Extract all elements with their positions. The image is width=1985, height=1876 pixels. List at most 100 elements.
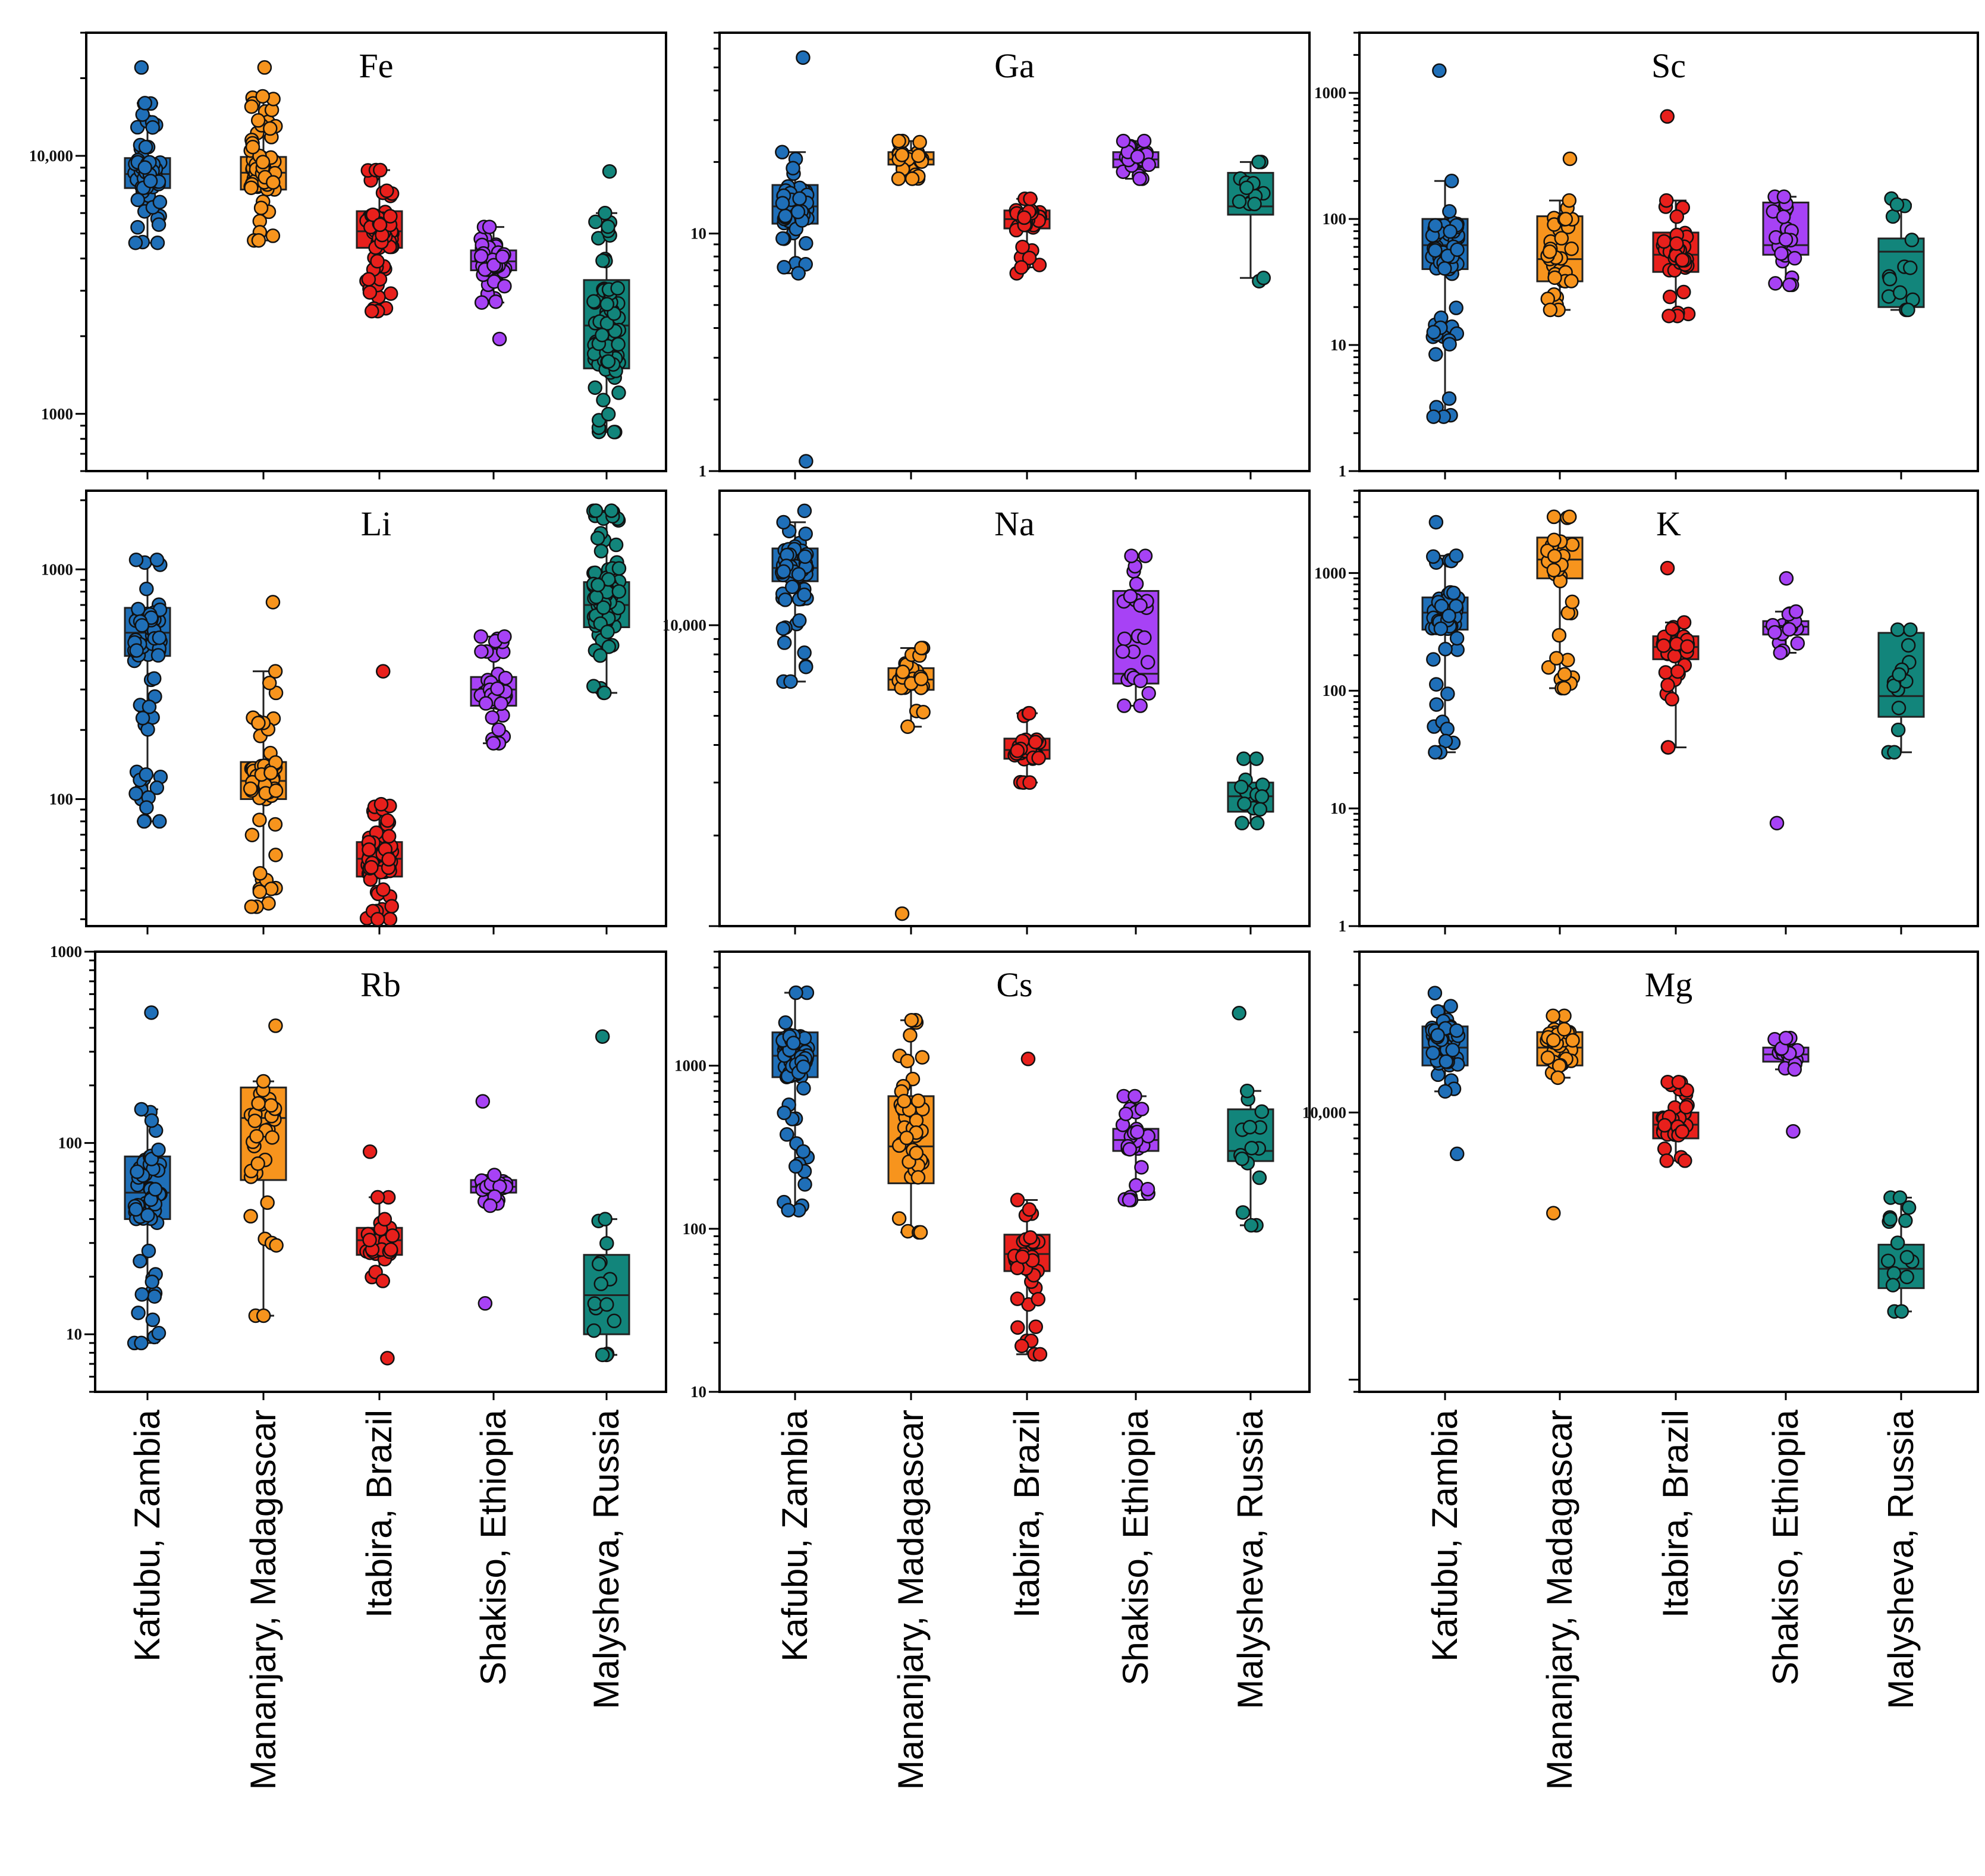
data-point [798, 526, 813, 541]
data-point [1442, 337, 1457, 352]
category-label: Itabira, Brazil [1007, 1410, 1047, 1618]
box-itabira [1003, 705, 1051, 790]
panel-fe: 1000 10,000 Fe [29, 32, 667, 479]
category-label: Itabira, Brazil [1656, 1410, 1695, 1618]
data-point [384, 899, 399, 914]
panel-title: Sc [1651, 46, 1686, 85]
data-point [1020, 1052, 1036, 1066]
data-point [1562, 193, 1577, 208]
data-point [1441, 608, 1456, 623]
data-point [244, 180, 259, 195]
data-point [362, 842, 376, 857]
panel-mg: 10,000 Mg [1302, 950, 1979, 1400]
data-point [260, 1195, 275, 1210]
data-point [1249, 815, 1265, 831]
data-point [137, 96, 153, 111]
data-point [491, 722, 506, 737]
data-point [1122, 1193, 1137, 1207]
data-point [152, 814, 167, 829]
data-point [1428, 347, 1443, 362]
data-point [595, 253, 610, 268]
box-malysheva [1227, 155, 1274, 288]
data-point [1449, 548, 1463, 563]
data-point [779, 1127, 794, 1142]
data-point [1680, 639, 1695, 654]
data-point [586, 679, 601, 694]
data-point [1880, 1253, 1896, 1269]
data-point [1678, 1153, 1692, 1168]
data-point [130, 219, 145, 235]
data-point [146, 671, 162, 686]
data-point [1428, 243, 1443, 258]
data-point [1768, 276, 1783, 291]
data-point [799, 236, 814, 251]
data-point [490, 681, 505, 697]
data-point [1547, 548, 1562, 564]
data-point [147, 1289, 162, 1304]
panel-title: Na [994, 504, 1035, 543]
data-point [894, 906, 910, 921]
data-point [778, 592, 793, 607]
data-point [1782, 277, 1797, 293]
data-point [611, 561, 627, 576]
data-point [1244, 1140, 1260, 1156]
data-point [475, 1094, 491, 1109]
data-point [1438, 642, 1453, 657]
box-mananjary [887, 1012, 935, 1240]
data-point [913, 672, 929, 686]
data-point [1546, 1033, 1561, 1048]
data-point [1660, 677, 1675, 693]
data-point [1892, 285, 1908, 300]
data-point [1786, 1124, 1801, 1139]
data-point [1133, 673, 1148, 688]
y-tick-label: 1000 [41, 560, 73, 578]
data-point [601, 354, 616, 369]
data-point [1032, 258, 1047, 272]
data-point [1444, 174, 1459, 189]
data-point [370, 1190, 385, 1205]
data-point [382, 912, 398, 927]
data-point [1546, 1008, 1560, 1024]
box-malysheva [1877, 622, 1925, 760]
category-label: Mananjary, Madagascar [891, 1410, 931, 1790]
data-point [1660, 109, 1675, 124]
data-point [265, 595, 281, 610]
data-point [791, 266, 806, 281]
data-point [1542, 244, 1557, 259]
data-point [1127, 1088, 1142, 1104]
data-point [1903, 261, 1918, 275]
data-point [383, 286, 398, 301]
data-point [138, 139, 153, 155]
data-point [269, 1238, 284, 1253]
data-point [797, 587, 812, 603]
data-point [250, 113, 266, 128]
data-point [891, 171, 906, 186]
data-point [601, 639, 617, 654]
data-point [1886, 1266, 1902, 1281]
panel-na: 10,000 Na [662, 490, 1311, 934]
y-tick-label: 10,000 [662, 616, 706, 634]
data-point [487, 1168, 502, 1182]
data-point [604, 503, 619, 518]
data-point [1790, 636, 1805, 651]
box-shakiso [1762, 571, 1810, 831]
data-point [1141, 686, 1156, 701]
data-point [796, 1059, 811, 1074]
data-point [1427, 986, 1443, 1000]
data-point [1562, 151, 1578, 167]
data-point [1115, 644, 1130, 659]
data-point [1130, 1124, 1145, 1140]
data-point [244, 899, 259, 914]
y-tick-label: 10,000 [1302, 1103, 1346, 1121]
data-point [590, 531, 605, 545]
data-point [263, 121, 278, 136]
data-point [1022, 1202, 1037, 1217]
data-point [1899, 1269, 1914, 1285]
data-point [1234, 779, 1249, 795]
data-point [1675, 252, 1690, 268]
data-point [786, 1036, 801, 1050]
data-point [134, 1102, 149, 1117]
data-point [1901, 638, 1916, 653]
data-point [486, 736, 501, 751]
data-point [1550, 1070, 1565, 1086]
